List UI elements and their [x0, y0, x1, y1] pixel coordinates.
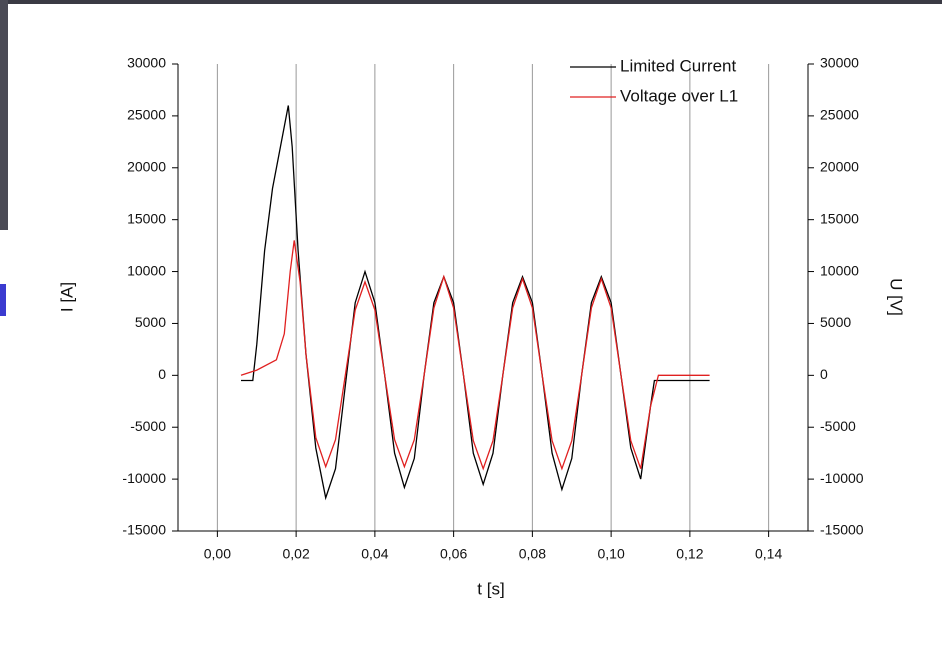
x-tick-label: 0,00 — [204, 546, 231, 562]
y2-tick-label: 0 — [820, 366, 828, 382]
y-tick-label: 15000 — [127, 210, 166, 226]
y-tick-label: 10000 — [127, 262, 166, 278]
y-tick-label: -15000 — [122, 522, 166, 538]
y2-tick-label: -5000 — [820, 418, 856, 434]
y-tick-label: -5000 — [130, 418, 166, 434]
top-strip — [0, 0, 942, 4]
left-strip — [0, 0, 8, 230]
y2-tick-label: 25000 — [820, 107, 859, 123]
legend-label: Voltage over L1 — [620, 86, 738, 105]
x-tick-label: 0,12 — [676, 546, 703, 562]
y-tick-label: 5000 — [135, 314, 166, 330]
x-tick-label: 0,10 — [598, 546, 625, 562]
y2-tick-label: -10000 — [820, 470, 864, 486]
x-axis-label: t [s] — [477, 579, 504, 598]
y-tick-label: 25000 — [127, 107, 166, 123]
y2-tick-label: 30000 — [820, 55, 859, 71]
legend-label: Limited Current — [620, 56, 736, 75]
y2-tick-label: 5000 — [820, 314, 851, 330]
x-tick-label: 0,04 — [361, 546, 388, 562]
y2-tick-label: 10000 — [820, 262, 859, 278]
x-tick-label: 0,14 — [755, 546, 782, 562]
y-axis-label: I [A] — [57, 282, 76, 312]
y-tick-label: 0 — [158, 366, 166, 382]
x-tick-label: 0,02 — [283, 546, 310, 562]
x-tick-label: 0,06 — [440, 546, 467, 562]
y2-axis-label: U [V] — [887, 278, 906, 316]
series-line — [241, 105, 710, 501]
y-tick-label: 30000 — [127, 55, 166, 71]
y2-tick-label: 15000 — [820, 210, 859, 226]
series-line — [240, 240, 710, 471]
y-tick-label: 20000 — [127, 158, 166, 174]
y2-tick-label: -15000 — [820, 522, 864, 538]
y2-tick-label: 20000 — [820, 158, 859, 174]
left-accent — [0, 284, 6, 316]
y-tick-label: -10000 — [122, 470, 166, 486]
x-tick-label: 0,08 — [519, 546, 546, 562]
